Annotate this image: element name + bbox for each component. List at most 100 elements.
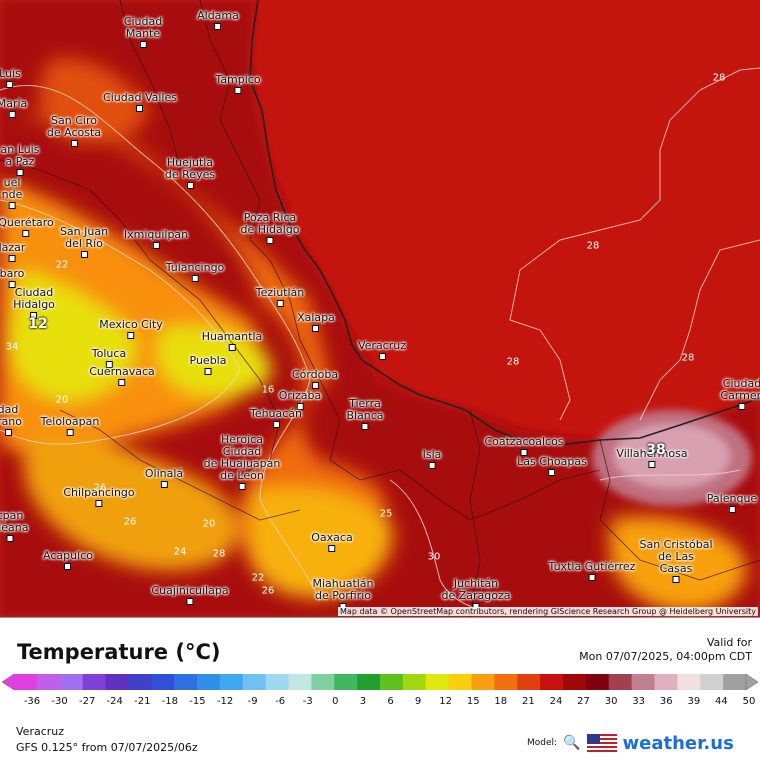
city-label[interactable]: lazar (0, 242, 25, 262)
scale-tick-label: -36 (23, 696, 41, 707)
city-label[interactable]: Toluca (92, 348, 126, 368)
city-marker (548, 469, 556, 476)
city-marker (311, 382, 319, 389)
city-marker (66, 429, 74, 436)
city-label[interactable]: Puebla (190, 355, 226, 375)
isotherm-value: 26 (123, 516, 137, 528)
city-marker (191, 275, 199, 282)
state-borders (0, 0, 760, 617)
city-marker (738, 403, 746, 410)
city-label[interactable]: Ciudad Carmen (720, 378, 760, 410)
city-label[interactable]: Tampico (215, 74, 261, 94)
city-label[interactable]: Aldama (197, 10, 239, 30)
city-marker (22, 230, 30, 237)
city-label[interactable]: María (0, 98, 27, 118)
model-info: GFS 0.125° from 07/07/2025/06z (16, 741, 198, 754)
city-label[interactable]: Chilpancingo (63, 487, 135, 507)
city-marker (186, 598, 194, 605)
city-label[interactable]: Ixmiquilpan (124, 229, 188, 249)
scale-swatch (402, 674, 427, 690)
city-name: de Huajuapan (203, 457, 281, 470)
city-label[interactable]: Olinalá (145, 468, 183, 488)
city-name: Ciudad (14, 286, 54, 299)
city-label[interactable]: Tuxtla Gutiérrez (549, 561, 635, 581)
scale-swatch (288, 674, 312, 690)
scale-swatch (380, 674, 404, 690)
city-label[interactable]: Luis (0, 68, 21, 88)
city-label[interactable]: Orizaba (279, 390, 321, 410)
city-marker (8, 255, 16, 262)
city-label[interactable]: Córdoba (292, 369, 338, 389)
city-marker (4, 429, 12, 436)
city-marker (728, 506, 736, 513)
city-label[interactable]: Isla (423, 449, 441, 469)
city-label[interactable]: dadirano (0, 404, 22, 436)
scale-tick-label: 39 (687, 696, 701, 707)
isotherm-value: 20 (55, 394, 69, 406)
city-label[interactable]: Mexico City (99, 319, 163, 339)
city-label[interactable]: Cuajinicuilapa (151, 585, 229, 605)
city-label[interactable]: Tehuacán (250, 408, 302, 428)
city-name: Tulancingo (165, 261, 225, 274)
city-label[interactable]: Miahuatlán de Porfirio (312, 578, 374, 610)
city-label[interactable]: San Cristóbal de Las Casas (639, 539, 713, 583)
city-label[interactable]: Coatzacoalcos (484, 436, 564, 456)
city-label[interactable]: Xalapa (297, 312, 335, 332)
city-name: lazar (0, 241, 26, 254)
city-name: de Las (658, 550, 694, 563)
temperature-map[interactable]: Ciudad Mante Aldama Tampico Luis María Ciudad … (0, 0, 760, 617)
city-label[interactable]: Acapulco (43, 550, 93, 570)
scale-swatch (631, 674, 656, 690)
city-name: María (0, 97, 28, 110)
city-label[interactable]: an Luis a Paz (1, 144, 39, 176)
city-label[interactable]: Teloloapan (41, 416, 99, 436)
city-label[interactable]: Veracruz (358, 340, 406, 360)
city-name: Acapulco (43, 549, 93, 562)
city-name: Las Choapas (517, 455, 587, 468)
city-label[interactable]: cpanaleana (0, 510, 29, 542)
city-marker (234, 87, 242, 94)
city-label[interactable]: Villahermosa (616, 448, 688, 468)
city-label[interactable]: Poza Rica de Hidalgo (240, 212, 300, 244)
city-label[interactable]: Tierra Blanca (346, 398, 384, 430)
city-label[interactable]: baro (0, 268, 24, 288)
scale-swatch (151, 674, 175, 690)
city-label[interactable]: Ciudad Mante (124, 16, 162, 48)
city-label[interactable]: Tulancingo (165, 261, 225, 282)
scale-tick-label: -6 (275, 696, 286, 707)
city-name: Luis (0, 67, 21, 80)
isotherm-value: 28 (712, 72, 726, 84)
city-label[interactable]: San Ciro de Acosta (47, 115, 101, 147)
city-name: Huejutla (166, 156, 214, 169)
city-label[interactable]: uel nde (2, 177, 22, 209)
city-label[interactable]: Cuernavaca (89, 366, 155, 386)
city-label[interactable]: Huejutla de Reyes (165, 157, 215, 189)
city-label[interactable]: Teziutlán (256, 287, 304, 307)
us-flag-icon (586, 734, 617, 752)
city-label[interactable]: Ciudad Hidalgo (13, 287, 55, 319)
city-label[interactable]: Palenque (707, 493, 757, 513)
city-label[interactable]: Oaxaca (311, 532, 353, 552)
city-label[interactable]: Juchitán de Zaragoza (441, 578, 511, 610)
city-marker (70, 140, 78, 147)
search-hd-icon[interactable]: 🔍 (563, 735, 581, 751)
brand[interactable]: Model: 🔍 weather.us (527, 731, 734, 755)
site-logo[interactable]: weather.us (622, 732, 734, 754)
city-label[interactable]: San Juan del Río (60, 226, 108, 258)
scale-swatch (608, 674, 633, 690)
city-name: Blanca (346, 409, 384, 422)
city-name: Mante (125, 27, 161, 40)
city-marker (6, 81, 14, 88)
city-marker (204, 368, 212, 375)
scale-swatch (265, 674, 290, 690)
city-label[interactable]: Las Choapas (517, 456, 587, 476)
city-label[interactable]: Querétaro (0, 217, 54, 237)
city-label[interactable]: Ciudad Valles (103, 92, 177, 112)
city-label[interactable]: Heroica Ciudad de Huajuapan de León (203, 434, 281, 490)
city-label[interactable]: Huamantla (202, 331, 262, 351)
city-name: Ixmiquilpan (123, 228, 189, 241)
city-marker (152, 242, 160, 249)
map-attribution[interactable]: Map data © OpenStreetMap contributors, r… (338, 607, 758, 616)
scale-tick-label: -3 (302, 696, 313, 707)
city-name: Ciudad (722, 377, 760, 390)
